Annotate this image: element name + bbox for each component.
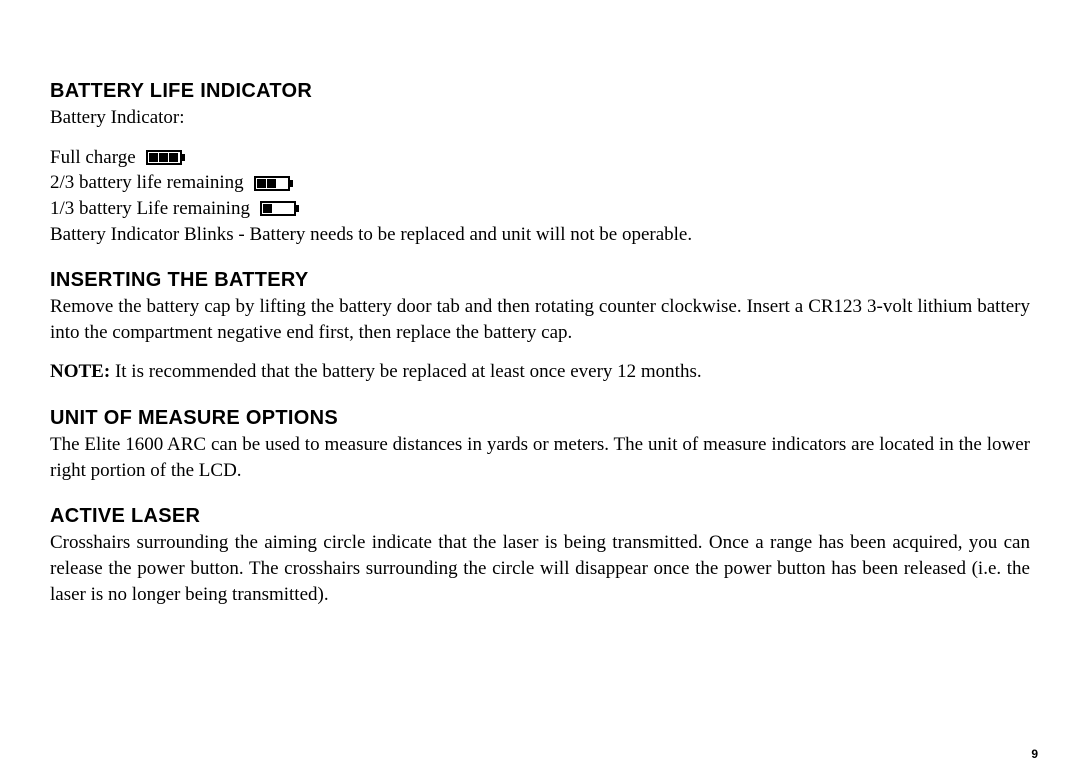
page-number: 9 xyxy=(1031,747,1038,761)
unit-of-measure-body: The Elite 1600 ARC can be used to measur… xyxy=(50,432,1030,483)
heading-inserting-battery: INSERTING THE BATTERY xyxy=(50,269,1030,292)
heading-active-laser: ACTIVE LASER xyxy=(50,505,1030,528)
active-laser-body: Crosshairs surrounding the aiming circle… xyxy=(50,530,1030,607)
battery-indicator-intro: Battery Indicator: xyxy=(50,105,1030,131)
document-page: BATTERY LIFE INDICATOR Battery Indicator… xyxy=(0,0,1080,783)
battery-full-icon xyxy=(146,150,185,165)
one-third-row: 1/3 battery Life remaining xyxy=(50,196,1030,222)
two-thirds-label: 2/3 battery life remaining xyxy=(50,170,244,196)
one-third-label: 1/3 battery Life remaining xyxy=(50,196,250,222)
battery-one-third-icon xyxy=(260,201,299,216)
two-thirds-row: 2/3 battery life remaining xyxy=(50,170,1030,196)
battery-blinks-text: Battery Indicator Blinks - Battery needs… xyxy=(50,222,1030,248)
note-body: It is recommended that the battery be re… xyxy=(110,361,701,382)
full-charge-row: Full charge xyxy=(50,145,1030,171)
heading-battery-life-indicator: BATTERY LIFE INDICATOR xyxy=(50,80,1030,103)
battery-two-thirds-icon xyxy=(254,176,293,191)
full-charge-label: Full charge xyxy=(50,145,136,171)
note-label: NOTE: xyxy=(50,361,110,382)
inserting-battery-body: Remove the battery cap by lifting the ba… xyxy=(50,294,1030,345)
inserting-battery-note: NOTE: It is recommended that the battery… xyxy=(50,359,1030,385)
heading-unit-of-measure: UNIT OF MEASURE OPTIONS xyxy=(50,407,1030,430)
